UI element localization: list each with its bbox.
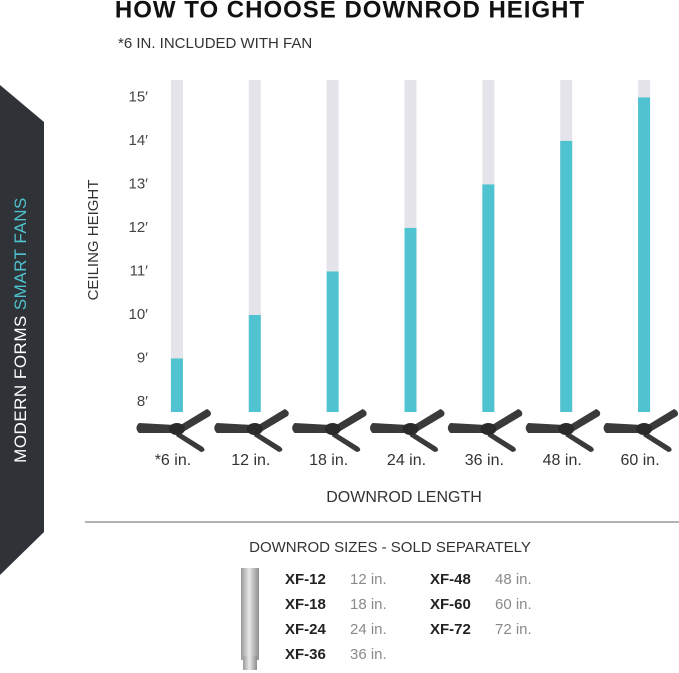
y-tick-label: 15′ — [129, 88, 149, 105]
size-code: XF-60 — [430, 596, 471, 613]
size-code: XF-18 — [285, 596, 326, 613]
brand: MODERN FORMS — [11, 315, 30, 463]
bar — [482, 184, 495, 412]
bar-track — [248, 80, 261, 412]
y-tick-label: 9′ — [137, 349, 148, 366]
size-code: XF-48 — [430, 571, 471, 588]
y-tick-label: 11′ — [130, 262, 149, 279]
y-tick-label: 12′ — [129, 219, 149, 236]
size-length: 12 in. — [350, 571, 387, 588]
y-tick-label: 14′ — [129, 132, 149, 149]
size-length: 48 in. — [495, 571, 532, 588]
fan-icon — [525, 409, 601, 452]
size-length: 18 in. — [350, 596, 387, 613]
fan-icon — [214, 409, 289, 452]
bar — [404, 227, 417, 412]
x-tick-label: 36 in. — [465, 452, 504, 469]
size-length: 60 in. — [495, 596, 532, 613]
chart-title: HOW TO CHOOSE DOWNROD HEIGHT — [115, 0, 585, 23]
size-code: XF-24 — [285, 621, 327, 638]
x-tick-label: *6 in. — [155, 452, 191, 469]
size-code: XF-36 — [285, 646, 326, 663]
y-tick-label: 8′ — [137, 393, 148, 410]
fan-icon — [447, 409, 523, 452]
fan-icon — [292, 409, 367, 452]
product: SMART FANS — [11, 197, 30, 310]
x-axis-label: DOWNROD LENGTH — [326, 489, 482, 506]
y-axis-label: CEILING HEIGHT — [85, 180, 102, 301]
size-length: 24 in. — [350, 621, 387, 638]
fan-icon — [603, 409, 679, 452]
bar-track — [170, 80, 183, 412]
size-code: XF-12 — [285, 571, 326, 588]
sidebar-text: MODERN FORMS SMART FANS — [11, 197, 30, 463]
size-length: 72 in. — [495, 621, 532, 638]
x-tick-label: 18 in. — [309, 452, 348, 469]
fan-icon — [136, 409, 211, 452]
bar — [638, 97, 651, 413]
downrod-image — [241, 568, 259, 660]
x-tick-label: 60 in. — [621, 452, 660, 469]
bar — [560, 140, 573, 413]
bar — [326, 271, 339, 412]
x-tick-label: 48 in. — [543, 452, 582, 469]
size-code: XF-72 — [430, 621, 471, 638]
x-tick-label: 12 in. — [231, 452, 270, 469]
chart-subtitle: *6 IN. INCLUDED WITH FAN — [118, 35, 312, 52]
bar — [170, 358, 183, 412]
x-tick-label: 24 in. — [387, 452, 426, 469]
bar — [248, 314, 261, 412]
size-length: 36 in. — [350, 646, 387, 663]
y-tick-label: 13′ — [129, 175, 149, 192]
sizes-title: DOWNROD SIZES - SOLD SEPARATELY — [249, 539, 531, 556]
fan-icon — [370, 409, 445, 452]
sidebar-band — [0, 85, 44, 575]
downrod-tip — [243, 656, 257, 670]
y-tick-label: 10′ — [129, 306, 149, 323]
